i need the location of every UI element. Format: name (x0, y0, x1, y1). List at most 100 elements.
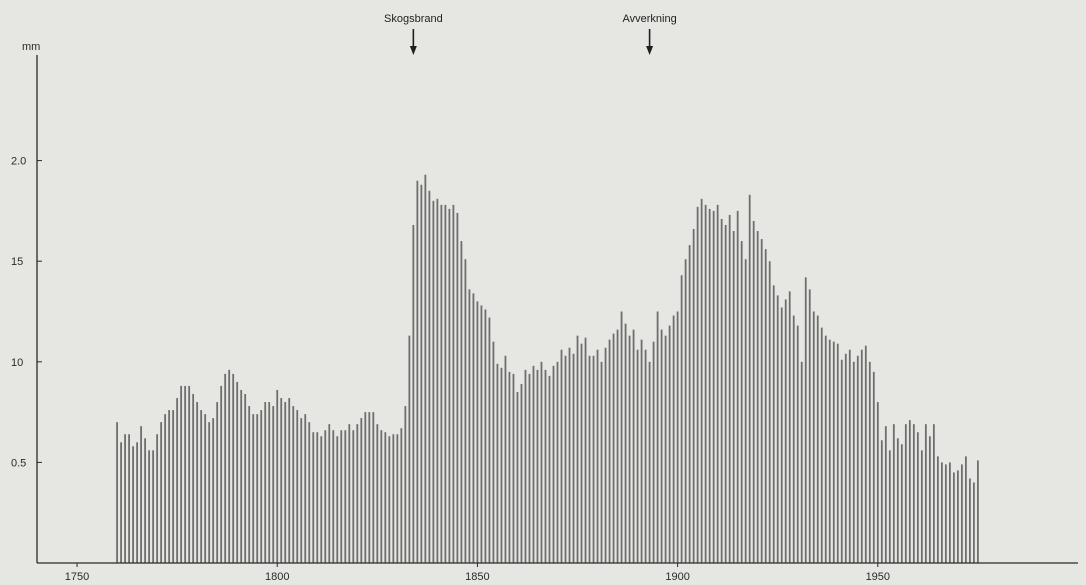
bar-1919 (752, 220, 755, 563)
bar-1820 (356, 424, 359, 563)
bar-1906 (700, 198, 703, 563)
bar-1840 (436, 198, 439, 563)
bar-1885 (616, 329, 619, 563)
bar-1962 (924, 424, 927, 563)
bar-1953 (888, 450, 891, 563)
bar-1876 (580, 343, 583, 563)
x-tick-label: 1850 (465, 571, 489, 583)
bar-1797 (264, 402, 267, 563)
bar-1826 (380, 430, 383, 563)
bar-1776 (180, 385, 183, 563)
bar-1817 (344, 430, 347, 563)
bar-1783 (208, 422, 211, 563)
bar-1909 (712, 210, 715, 563)
bar-1824 (372, 412, 375, 563)
bar-1944 (852, 361, 855, 563)
bar-1957 (904, 424, 907, 563)
bar-1883 (608, 339, 611, 563)
bar-1911 (720, 218, 723, 563)
bar-1764 (132, 446, 134, 563)
bar-1850 (476, 301, 479, 563)
bar-1853 (488, 317, 491, 563)
bar-1785 (216, 402, 219, 563)
bar-1960 (916, 432, 919, 563)
bar-1864 (532, 365, 535, 563)
bar-1809 (312, 432, 315, 563)
bar-1892 (644, 349, 647, 563)
bar-1860 (516, 391, 519, 563)
bar-1834 (412, 224, 415, 564)
y-tick-label: 10 (11, 357, 23, 369)
x-tick-label: 1900 (665, 571, 689, 583)
bar-1912 (724, 224, 727, 564)
bar-1832 (404, 406, 407, 563)
bar-1839 (432, 200, 435, 563)
bar-1815 (336, 436, 339, 563)
bar-1952 (884, 426, 887, 563)
bar-1842 (444, 204, 447, 564)
bar-1849 (472, 293, 475, 563)
bar-1841 (440, 204, 443, 564)
bar-1868 (548, 375, 551, 563)
bar-1833 (408, 335, 411, 563)
bar-1803 (288, 398, 291, 563)
bar-1935 (816, 315, 819, 563)
bar-1914 (732, 231, 735, 563)
x-tick-label: 1950 (866, 571, 890, 583)
bar-1967 (944, 464, 947, 563)
bar-1881 (600, 361, 603, 563)
bar-1837 (424, 174, 427, 563)
bar-1928 (788, 291, 791, 563)
bar-1778 (188, 385, 191, 563)
bar-1946 (860, 349, 863, 563)
bar-1836 (420, 184, 423, 564)
bar-1929 (792, 315, 795, 563)
bar-1812 (324, 430, 327, 563)
bar-1972 (964, 456, 967, 563)
bar-1882 (604, 347, 607, 563)
bar-1880 (596, 349, 599, 563)
bar-1774 (172, 410, 175, 563)
bar-1831 (400, 428, 403, 563)
bar-1887 (624, 323, 627, 563)
bar-1917 (744, 259, 747, 563)
bar-1782 (204, 414, 207, 563)
bar-1908 (708, 208, 711, 563)
bar-1969 (952, 472, 955, 563)
bar-1857 (504, 355, 507, 563)
bar-1806 (300, 418, 303, 563)
bar-1879 (592, 355, 595, 563)
bar-1964 (932, 424, 935, 563)
bar-1813 (328, 424, 331, 563)
bar-1902 (684, 259, 687, 563)
bar-1950 (876, 402, 879, 563)
bar-1802 (284, 402, 287, 563)
bar-1810 (316, 432, 319, 563)
bar-1910 (716, 204, 719, 564)
bar-1955 (896, 438, 899, 563)
bar-1788 (228, 369, 231, 563)
bar-1856 (500, 367, 503, 563)
bar-1963 (928, 436, 931, 563)
bar-1796 (260, 410, 263, 563)
y-tick-label: 0.5 (11, 457, 26, 469)
y-axis-unit-label: mm (22, 41, 40, 53)
bar-1894 (652, 341, 655, 563)
bar-1801 (280, 398, 283, 563)
bar-1838 (428, 190, 431, 563)
bar-1821 (360, 418, 363, 563)
bar-1789 (232, 373, 235, 563)
bar-1925 (776, 295, 779, 563)
bar-1865 (536, 369, 539, 563)
bar-1792 (244, 393, 247, 563)
bar-1863 (528, 373, 531, 563)
bar-1844 (452, 204, 455, 564)
bar-1932 (804, 277, 807, 563)
bar-1835 (416, 180, 419, 563)
bar-1811 (320, 436, 323, 563)
bar-1939 (832, 341, 835, 563)
bar-1780 (196, 402, 199, 563)
bar-1933 (808, 289, 811, 563)
bar-1816 (340, 430, 343, 563)
